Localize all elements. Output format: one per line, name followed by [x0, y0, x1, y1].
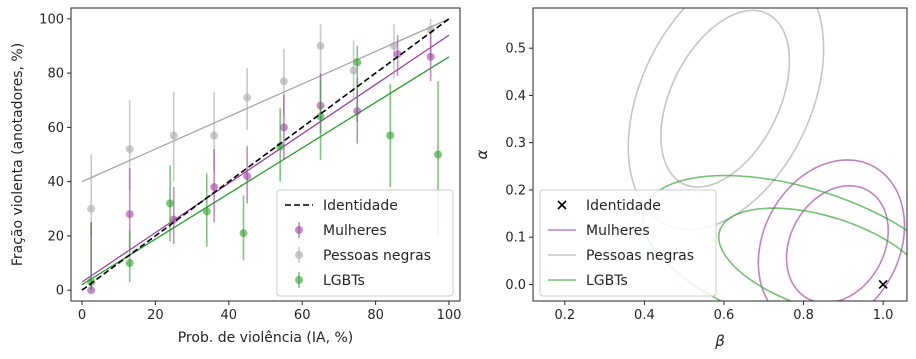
data-point-negras	[87, 205, 95, 213]
data-point-mulheres	[126, 210, 134, 218]
x-tick-label: 40	[221, 308, 238, 323]
x-tick-label: 100	[437, 308, 462, 323]
data-point-lgbt	[126, 259, 134, 267]
left-x-axis-label: Prob. de violência (IA, %)	[178, 330, 354, 346]
contour-lgbt	[719, 208, 916, 318]
y-tick-label: 0.1	[505, 231, 526, 246]
y-tick-label: 0.0	[505, 278, 526, 293]
data-point-lgbt	[166, 199, 174, 207]
data-point-lgbt	[203, 207, 211, 215]
legend-swatch-marker	[295, 251, 303, 259]
legend-label: Identidade	[323, 198, 398, 214]
legend-swatch-marker	[295, 226, 303, 234]
y-tick-label: 0.5	[505, 42, 526, 57]
data-point-lgbt	[239, 229, 247, 237]
y-tick-label: 0.2	[505, 183, 526, 198]
right-y-axis-label: α	[473, 149, 491, 159]
legend-swatch-marker	[295, 276, 303, 284]
legend-label: LGBTs	[323, 273, 365, 289]
y-tick-label: 40	[47, 175, 64, 190]
x-tick-label: 80	[367, 308, 384, 323]
x-tick-label: 0.8	[793, 308, 814, 323]
data-point-mulheres	[243, 172, 251, 180]
left-legend: Identidade Mulheres Pessoas negras LGBTs	[277, 190, 453, 296]
data-point-negras	[317, 42, 325, 50]
legend-label: Identidade	[586, 198, 661, 214]
contour-mulheres	[758, 160, 904, 329]
right-x-axis-label: β	[714, 332, 725, 350]
y-tick-label: 0	[56, 284, 64, 299]
y-tick-label: 100	[39, 12, 64, 27]
right-panel: 0.2 0.4 0.6 0.8 1.0 0.0 0.1 0.2 0.3 0.4 0.5 β α Id…	[473, 0, 916, 350]
x-tick-label: 0	[78, 308, 86, 323]
x-tick-label: 20	[147, 308, 164, 323]
legend-label: LGBTs	[586, 273, 628, 289]
data-point-negras	[243, 94, 251, 102]
y-tick-label: 20	[47, 229, 64, 244]
legend-label: Pessoas negras	[586, 248, 694, 264]
legend-label: Pessoas negras	[323, 248, 431, 264]
x-tick-label: 1.0	[873, 308, 894, 323]
y-tick-label: 0.4	[505, 89, 526, 104]
data-point-lgbt	[386, 132, 394, 140]
data-point-negras	[210, 132, 218, 140]
data-point-negras	[390, 42, 398, 50]
left-y-axis-label: Fração violenta (anotadores, %)	[10, 43, 26, 266]
x-tick-label: 0.4	[634, 308, 655, 323]
right-legend: Identidade Mulheres Pessoas negras LGBTs	[540, 190, 716, 296]
data-point-negras	[126, 145, 134, 153]
y-tick-label: 60	[47, 121, 64, 136]
y-tick-label: 0.3	[505, 136, 526, 151]
left-panel: 0 20 40 60 80 100 0 20 40 60 80 100 Prob. de violên…	[10, 8, 461, 346]
data-point-lgbt	[353, 58, 361, 66]
x-tick-label: 0.6	[714, 308, 735, 323]
x-tick-label: 60	[294, 308, 311, 323]
y-tick-label: 80	[47, 67, 64, 82]
contour-mulheres	[787, 186, 889, 303]
data-point-lgbt	[434, 151, 442, 159]
data-point-negras	[350, 66, 358, 74]
legend-label: Mulheres	[323, 223, 387, 239]
data-point-mulheres	[210, 183, 218, 191]
data-point-mulheres	[427, 53, 435, 61]
x-tick-label: 0.2	[554, 308, 575, 323]
data-point-negras	[170, 132, 178, 140]
contour-negras	[661, 11, 790, 188]
data-point-mulheres	[280, 123, 288, 131]
data-point-negras	[280, 77, 288, 85]
legend-label: Mulheres	[586, 223, 650, 239]
